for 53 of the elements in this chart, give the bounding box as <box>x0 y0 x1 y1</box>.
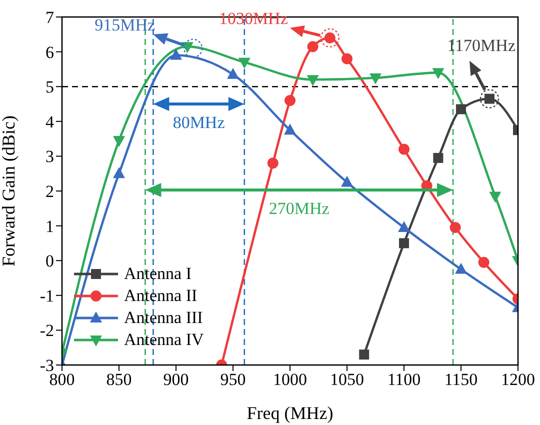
point <box>432 68 444 80</box>
point <box>227 68 239 79</box>
point <box>433 152 444 163</box>
x-axis-title: Freq (MHz) <box>246 403 334 423</box>
point <box>113 136 125 148</box>
legend-label: Antenna II <box>124 286 198 306</box>
y-tick-label: 1 <box>46 216 54 236</box>
x-tick-label: 1000 <box>273 370 307 390</box>
point <box>456 104 466 114</box>
x-tick-label: 1200 <box>501 370 535 390</box>
point <box>170 48 182 60</box>
x-tick-label: 800 <box>49 370 75 390</box>
point <box>398 144 410 155</box>
y-tick-label: -2 <box>40 321 54 340</box>
point <box>341 176 353 187</box>
x-tick-label: 1050 <box>330 370 364 390</box>
y-tick-label: 4 <box>46 112 54 132</box>
legend-label: Antenna III <box>124 308 203 328</box>
legend-label: Antenna I <box>124 264 192 284</box>
y-tick-label: 0 <box>46 252 54 271</box>
point <box>398 221 410 232</box>
point <box>284 95 296 106</box>
y-tick-label: 6 <box>46 42 54 62</box>
point <box>359 350 370 360</box>
point <box>238 58 250 69</box>
point <box>399 238 409 248</box>
x-tick-label: 1150 <box>444 370 478 390</box>
point <box>455 262 467 274</box>
annotation: 1170MHz <box>447 36 516 55</box>
legend-label: Antenna IV <box>124 330 204 350</box>
y-axis-title: Forward Gain (dBic) <box>0 116 18 266</box>
point <box>370 73 382 84</box>
point <box>306 75 319 86</box>
x-tick-label: 950 <box>220 370 246 390</box>
point <box>113 167 125 178</box>
point <box>489 192 502 203</box>
point <box>284 124 296 135</box>
y-tick-label: 3 <box>46 147 54 166</box>
annotation: 80MHz <box>172 113 226 132</box>
point <box>342 53 352 64</box>
y-tick-label: -1 <box>40 286 54 306</box>
point <box>307 41 318 52</box>
annotation: 915MHz <box>94 15 156 34</box>
y-tick-label: 2 <box>46 182 54 202</box>
x-tick-label: 900 <box>163 370 189 390</box>
x-tick-label: 850 <box>106 370 132 390</box>
point <box>478 256 490 268</box>
point <box>450 222 461 234</box>
x-tick-label: 1100 <box>387 370 421 390</box>
annotation: 270MHz <box>268 199 330 218</box>
y-tick-label: 5 <box>46 78 54 97</box>
point <box>267 158 278 169</box>
y-tick-label: 7 <box>46 8 54 28</box>
